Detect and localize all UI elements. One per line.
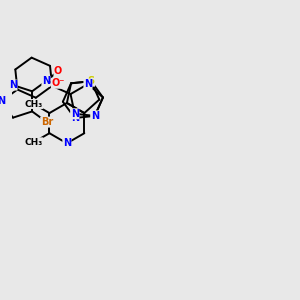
Text: N: N [0, 96, 5, 106]
Text: O⁻: O⁻ [51, 78, 65, 88]
Text: S: S [88, 76, 95, 86]
Text: N: N [91, 111, 99, 121]
Text: N: N [71, 109, 79, 119]
Text: Br: Br [41, 117, 53, 127]
Text: N: N [84, 79, 92, 89]
Text: CH₃: CH₃ [25, 100, 43, 109]
Text: O: O [54, 66, 62, 76]
Text: N: N [63, 138, 71, 148]
Text: N: N [9, 80, 17, 90]
Text: N: N [71, 113, 79, 123]
Text: N: N [42, 76, 50, 86]
Text: CH₃: CH₃ [25, 138, 43, 147]
